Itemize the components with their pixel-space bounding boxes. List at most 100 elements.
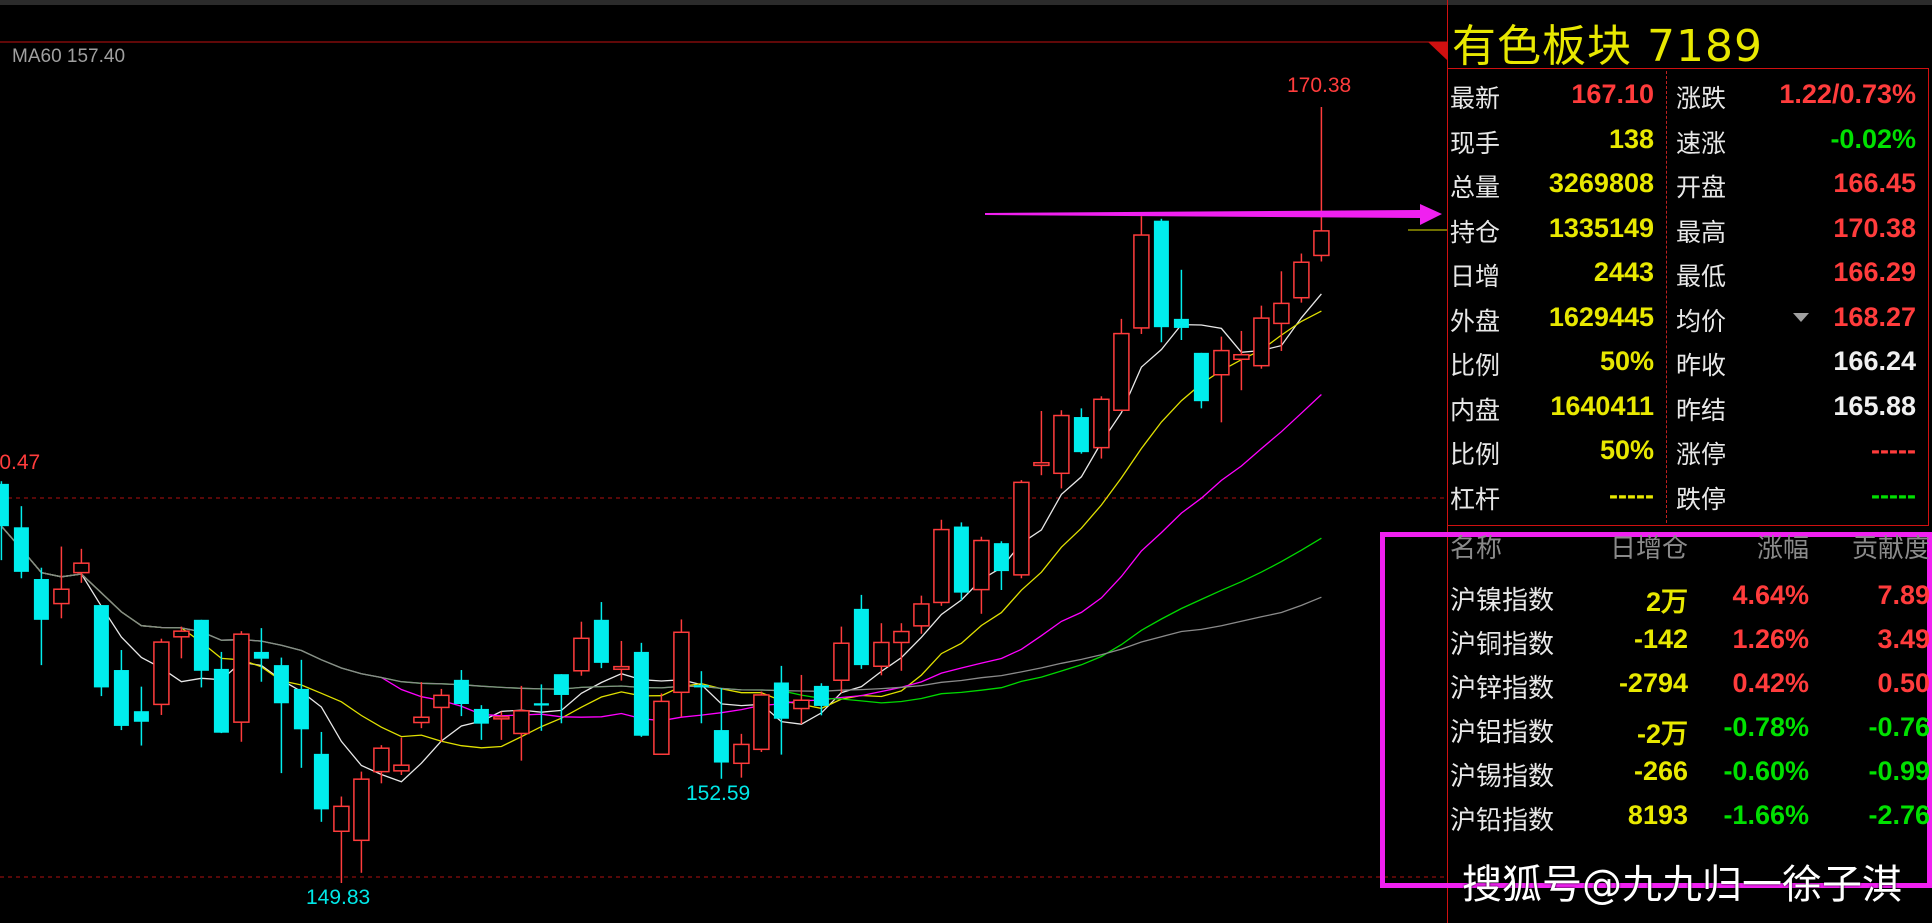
candle-body [153,641,170,706]
candle-body [1193,352,1209,402]
table-row[interactable]: 沪锌指数 -2794 0.42% 0.50 [1447,668,1932,708]
candle [713,688,729,779]
candle-body [213,668,229,733]
quote-label: 日增 [1450,262,1501,291]
candle [1053,410,1070,489]
quote-label: 外盘 [1450,306,1501,336]
candle [673,619,690,717]
quote-value: 170.38 [1833,212,1916,243]
candle-body [333,805,350,833]
candle [613,640,630,681]
daily-oi-change: -2794 [1618,668,1688,698]
quote-label: 速涨 [1676,128,1727,158]
daily-oi-change: 8193 [1627,800,1688,830]
quote-row: 内盘 1640411 昨结 165.88 [1448,385,1928,429]
ma20-line [0,394,1322,722]
candle-body [993,543,1009,572]
quote-value: ----- [1609,479,1654,510]
candle [1233,330,1250,391]
candle-body [33,579,49,620]
candle [633,642,649,737]
candle [1093,396,1110,459]
daily-oi-change: -142 [1633,624,1688,654]
candle-body [673,631,690,694]
candle [813,683,829,716]
quote-value: 166.24 [1833,346,1916,376]
candle [1193,352,1209,409]
candle-body [433,694,450,709]
contribution: -0.99 [1868,756,1930,786]
candle-body [853,608,869,666]
candlestick-chart[interactable] [0,0,1447,923]
candle [553,674,569,724]
table-row[interactable]: 沪锡指数 -266 -0.60% -0.99 [1447,756,1932,796]
candle-body [553,674,569,695]
candle [753,691,770,752]
quote-row: 杠杆 ----- 跌停 ----- [1448,474,1928,518]
candle-body [933,528,950,604]
candle [1073,408,1089,454]
candle [333,796,350,883]
quote-value: 138 [1608,123,1654,154]
quote-label: 现手 [1450,128,1501,158]
candle [93,605,109,697]
left-high-label: 160.47 [0,451,41,474]
high-price-label: 170.38 [1287,74,1352,97]
candle-body [453,679,469,705]
daily-oi-change: -266 [1633,756,1688,786]
quote-label: 比例 [1450,440,1501,469]
change-percent: 0.42% [1732,668,1809,698]
candle-body [773,682,789,719]
contribution: -2.76 [1868,800,1930,830]
candle-body [253,651,269,659]
candle-body [533,703,549,706]
top-strip [0,0,1932,5]
candle-body [613,665,630,671]
quote-value: 50% [1599,346,1654,376]
low-price-label: 149.83 [306,886,371,909]
candle-body [0,483,9,527]
candle [653,693,670,755]
candle [1013,480,1030,579]
panel-title: 有色板块 7189 [1452,21,1763,72]
daily-oi-change: -2万 [1636,719,1688,749]
daily-oi-change: 2万 [1645,587,1688,617]
contract-name: 沪锡指数 [1450,762,1555,792]
table-row[interactable]: 沪铝指数 -2万 -0.78% -0.76 [1447,712,1932,752]
candle-body [813,685,829,706]
candle [993,541,1009,590]
table-row[interactable]: 沪铜指数 -142 1.26% 3.49 [1447,624,1932,664]
candle [213,651,229,734]
quote-row: 现手 138 速涨 -0.02% [1448,118,1928,162]
quote-row: 最新 167.10 涨跌 1.22/0.73% [1448,73,1928,117]
contract-name: 沪镍指数 [1450,586,1555,616]
table-header: 名称 日增仓 涨幅 贡献度 [1447,528,1932,568]
change-percent: 4.64% [1732,580,1809,610]
table-row[interactable]: 沪镍指数 2万 4.64% 7.89 [1447,580,1932,620]
quote-value: 167.10 [1571,79,1654,109]
candle [313,731,329,822]
quote-row: 外盘 1629445 均价 168.27 [1448,296,1928,340]
candle-body [1033,461,1050,467]
candle [413,682,430,729]
quote-value: ----- [1871,479,1916,510]
contract-name: 沪铜指数 [1450,630,1555,660]
candle [1173,269,1189,341]
candle-body [233,633,250,723]
quote-value: 166.29 [1833,257,1916,287]
candle [133,686,149,746]
candle [873,623,890,676]
table-row[interactable]: 沪铅指数 8193 -1.66% -2.76 [1447,800,1932,840]
candle [233,631,250,742]
candle-body [1253,317,1270,367]
candle [773,665,789,755]
header-change: 涨幅 [1756,534,1809,564]
quote-panel: 有色板块 7189 最新 167.10 涨跌 1.22/0.73% 现手 138 … [1447,0,1932,923]
dropdown-triangle-icon[interactable] [1793,312,1809,322]
candle [533,684,549,731]
candle-body [593,619,609,663]
candle [693,671,709,724]
candle-body [73,562,90,574]
ma60-label: MA60 157.40 [12,46,126,67]
contract-name: 沪铝指数 [1450,718,1555,748]
